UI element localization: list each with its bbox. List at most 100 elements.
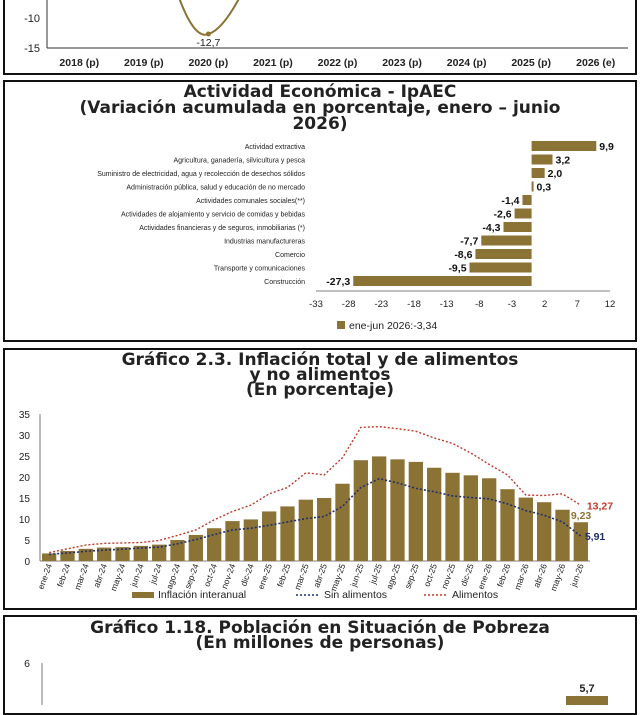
ipaec-chart: Actividad extractiva 9,9 Agricultura, gana… bbox=[97, 141, 615, 332]
x-tick-label: oct-25 bbox=[422, 562, 440, 588]
x-tick-label: 2019 (p) bbox=[124, 57, 164, 69]
bar bbox=[573, 522, 588, 561]
poverty-panel: Gráfico 1.18. Población en Situación de … bbox=[0, 615, 640, 715]
bar bbox=[482, 478, 497, 561]
x-tick-label: -13 bbox=[440, 299, 454, 310]
legend-label: ene-jun 2026:-3,34 bbox=[349, 320, 437, 332]
x-tick-label: 2021 (p) bbox=[253, 57, 293, 69]
bar bbox=[243, 519, 258, 561]
data-label: 3,2 bbox=[556, 155, 571, 167]
panel-frame bbox=[3, 0, 637, 75]
category-label: Actividades financieras y de seguros, in… bbox=[139, 225, 305, 232]
bar bbox=[522, 195, 532, 205]
bar bbox=[566, 696, 608, 705]
inflation-panel: Gráfico 2.3. Inflación total y de alimen… bbox=[0, 348, 640, 610]
bar bbox=[225, 521, 240, 561]
data-label: -12,7 bbox=[196, 37, 220, 49]
category-label: Suministro de electricidad, agua y recol… bbox=[97, 171, 305, 178]
gdp-growth-chart: -10 -15 2018 (p) 2019 (p) 2020 (p) 2021 (p) 20… bbox=[24, 0, 628, 69]
x-tick-label: nov-25 bbox=[439, 562, 457, 590]
poverty-title-line2: (En millones de personas) bbox=[195, 633, 445, 653]
bar bbox=[317, 498, 332, 561]
bar bbox=[445, 472, 460, 561]
x-tick-label: jun-26 bbox=[568, 562, 586, 589]
x-tick-label: abr-26 bbox=[531, 562, 549, 589]
bar bbox=[531, 168, 545, 178]
x-tick-label: dic-24 bbox=[238, 562, 255, 587]
end-label-inflacion: 9,23 bbox=[571, 510, 592, 522]
category-label: Construcción bbox=[264, 279, 305, 286]
bar bbox=[518, 497, 533, 561]
y-tick-label: 30 bbox=[19, 431, 31, 442]
x-tick-label: -3 bbox=[508, 299, 516, 310]
data-label: -1,4 bbox=[501, 195, 519, 207]
data-label: 0,3 bbox=[537, 182, 552, 194]
bar bbox=[408, 461, 423, 561]
ipaec-title-line1: Actividad Económica - IpAEC bbox=[183, 82, 457, 102]
x-tick-label: ene-25 bbox=[256, 562, 275, 591]
bar bbox=[469, 262, 532, 273]
bar bbox=[503, 222, 532, 232]
bar bbox=[115, 547, 130, 561]
data-label: -8,6 bbox=[454, 249, 472, 261]
inflation-title-line1: Gráfico 2.3. Inflación total y de alimen… bbox=[121, 350, 519, 370]
x-tick-label: may-26 bbox=[548, 562, 567, 592]
x-tick-label: ago-24 bbox=[164, 562, 183, 591]
end-label-sin-alimentos: 5,91 bbox=[585, 531, 606, 543]
x-tick-label: mar-24 bbox=[72, 562, 91, 591]
x-tick-label: may-24 bbox=[108, 562, 127, 592]
bar bbox=[60, 550, 75, 561]
panel-frame bbox=[3, 348, 637, 610]
x-tick-label: feb-24 bbox=[55, 562, 73, 588]
x-tick-label: jul-24 bbox=[147, 562, 164, 586]
x-tick-label: -23 bbox=[374, 299, 388, 310]
bar bbox=[500, 489, 515, 561]
bar bbox=[475, 249, 532, 259]
bar bbox=[188, 534, 203, 561]
bar bbox=[390, 459, 405, 561]
bar bbox=[97, 547, 112, 561]
poverty-title-line1: Gráfico 1.18. Población en Situación de … bbox=[90, 618, 550, 638]
x-tick-label: oct-24 bbox=[202, 562, 220, 588]
x-tick-label: ago-25 bbox=[384, 562, 403, 591]
legend-label: Inflación interanual bbox=[158, 589, 246, 601]
bar bbox=[133, 545, 148, 561]
data-label: -7,7 bbox=[460, 236, 478, 248]
bar bbox=[463, 475, 478, 561]
bar bbox=[207, 528, 222, 561]
x-tick-label: nov-24 bbox=[219, 562, 237, 590]
series-line-alimentos bbox=[49, 425, 582, 554]
ipaec-title-line2: (Variación acumulada en porcentaje, ener… bbox=[79, 98, 561, 118]
category-label: Actividades de alojamiento y servicio de… bbox=[121, 212, 306, 219]
category-label: Transporte y comunicaciones bbox=[214, 266, 306, 273]
bar bbox=[298, 499, 313, 561]
x-tick-label: 2026 (e) bbox=[576, 57, 615, 69]
category-label: Actividad extractiva bbox=[245, 144, 305, 151]
x-tick-label: jun-25 bbox=[348, 562, 366, 589]
x-tick-label: 7 bbox=[575, 299, 580, 310]
bar bbox=[42, 553, 57, 561]
data-label: 5,7 bbox=[579, 683, 594, 695]
x-tick-label: mar-26 bbox=[512, 562, 531, 591]
data-label: -9,5 bbox=[448, 263, 466, 275]
x-tick-label: feb-25 bbox=[275, 562, 293, 588]
x-tick-label: dic-25 bbox=[458, 562, 475, 587]
bar bbox=[280, 506, 295, 561]
y-tick-label: -10 bbox=[24, 13, 40, 25]
panel-frame bbox=[3, 80, 637, 342]
x-tick-label: 2024 (p) bbox=[447, 57, 487, 69]
category-label: Administración pública, salud y educació… bbox=[126, 185, 305, 192]
x-tick-label: mar-25 bbox=[292, 562, 311, 591]
bar bbox=[427, 467, 442, 561]
y-tick-label: 5 bbox=[24, 536, 30, 547]
x-tick-label: sep-25 bbox=[402, 562, 420, 590]
x-tick-label: 2 bbox=[542, 299, 547, 310]
x-tick-label: -28 bbox=[342, 299, 356, 310]
x-tick-label: sep-24 bbox=[182, 562, 200, 590]
legend-label: Alimentos bbox=[452, 589, 498, 601]
y-tick-label: 15 bbox=[19, 494, 31, 505]
y-tick-label: 10 bbox=[19, 515, 31, 526]
bar bbox=[262, 511, 277, 561]
bar bbox=[514, 208, 532, 219]
